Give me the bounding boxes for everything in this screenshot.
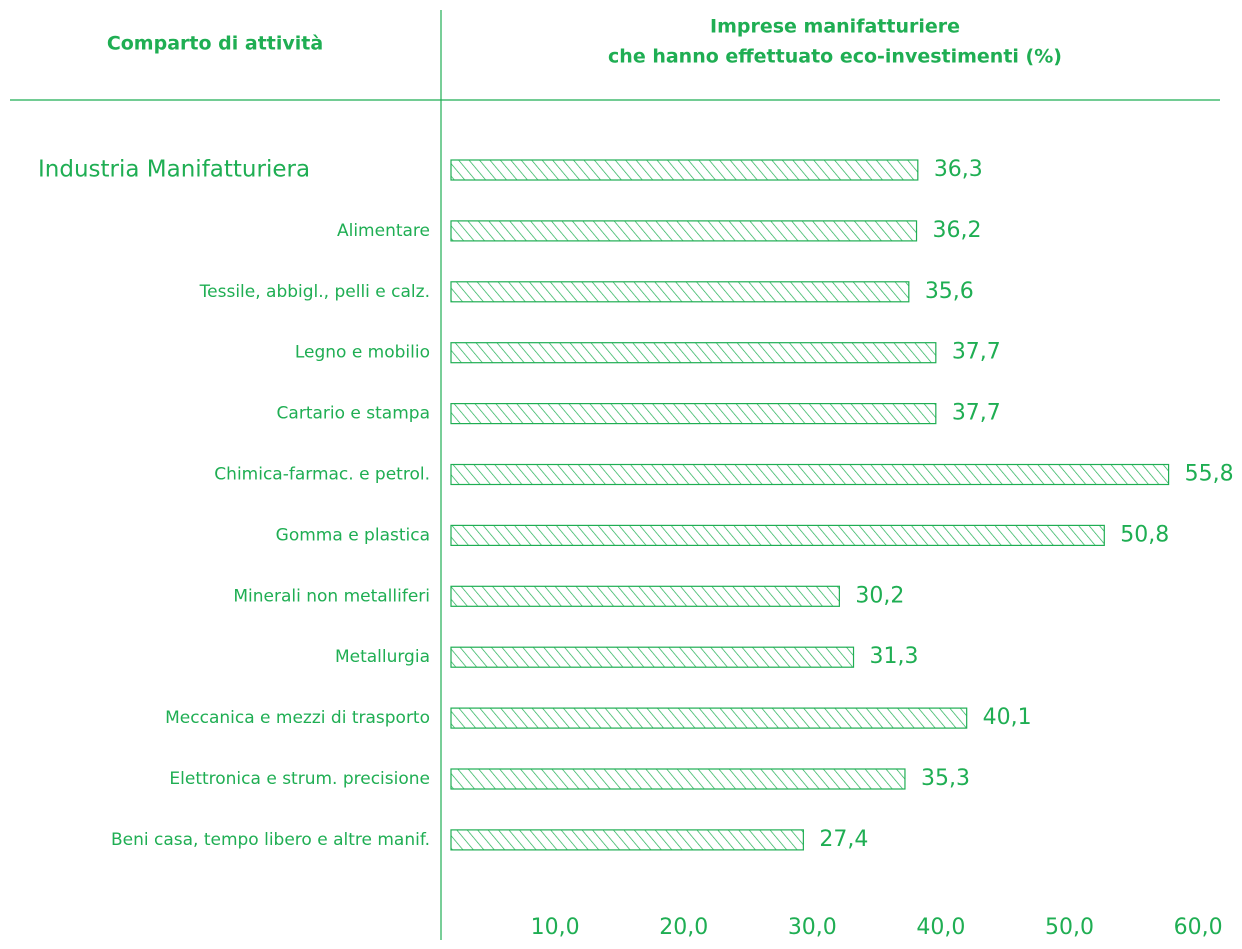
category-label: Legno e mobilio	[295, 343, 430, 363]
category-label: Cartario e stampa	[277, 404, 430, 424]
bar	[450, 342, 937, 364]
value-label: 30,2	[855, 583, 904, 608]
category-label: Metallurgia	[335, 647, 430, 667]
x-tick-label: 60,0	[1174, 915, 1223, 940]
x-tick-label: 20,0	[659, 915, 708, 940]
value-label: 40,1	[983, 705, 1032, 730]
value-label: 35,3	[921, 766, 970, 791]
value-label: 36,2	[933, 218, 982, 243]
category-label: Chimica-farmac. e petrol.	[214, 465, 430, 485]
bar	[450, 403, 937, 425]
bar	[450, 646, 855, 668]
x-tick-label: 50,0	[1045, 915, 1094, 940]
category-label: Tessile, abbigl., pelli e calz.	[199, 282, 430, 302]
value-label: 36,3	[934, 157, 983, 182]
value-label: 35,6	[925, 279, 974, 304]
x-tick-label: 30,0	[788, 915, 837, 940]
bar	[450, 707, 968, 729]
value-label: 37,7	[952, 340, 1001, 365]
chart-title: che hanno effettuato eco-investimenti (%…	[608, 46, 1062, 68]
category-label: Beni casa, tempo libero e altre manif.	[111, 830, 430, 850]
bar	[450, 768, 906, 790]
chart-title: Imprese manifatturiere	[710, 16, 960, 38]
x-tick-label: 10,0	[531, 915, 580, 940]
bar	[450, 829, 804, 851]
category-label: Alimentare	[337, 221, 430, 241]
category-label: Elettronica e strum. precisione	[169, 769, 430, 789]
category-label: Minerali non metalliferi	[233, 586, 430, 606]
bar	[450, 585, 840, 607]
bar	[450, 220, 918, 242]
value-label: 27,4	[819, 827, 868, 852]
x-tick-label: 40,0	[916, 915, 965, 940]
bar	[450, 159, 919, 181]
bar	[450, 463, 1170, 486]
category-label: Meccanica e mezzi di trasporto	[165, 708, 430, 728]
value-label: 31,3	[870, 644, 919, 669]
bar	[450, 524, 1105, 547]
category-label: Gomma e plastica	[276, 525, 430, 545]
category-header: Comparto di attività	[107, 33, 323, 55]
value-label: 55,8	[1185, 462, 1234, 487]
bar	[450, 281, 910, 303]
value-label: 37,7	[952, 401, 1001, 426]
category-label: Industria Manifatturiera	[38, 157, 310, 183]
value-label: 50,8	[1120, 522, 1169, 547]
